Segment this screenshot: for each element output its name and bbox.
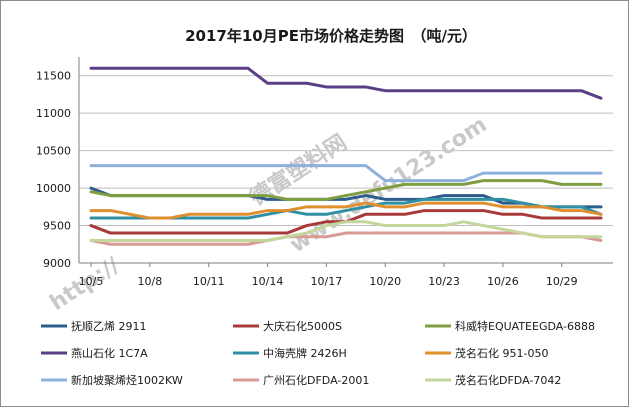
- x-tick-label-4: 10/17: [311, 275, 343, 288]
- series-line-3: [89, 179, 603, 201]
- legend-label-6: 茂名石化 951-050: [455, 346, 548, 360]
- x-tick-label-5: 10/20: [369, 275, 401, 288]
- legend-label-9: 茂名石化DFDA-7042: [455, 373, 561, 387]
- x-tick-label-0: 10/5: [79, 275, 104, 288]
- y-tick-label-1: 9500: [43, 220, 71, 233]
- x-tick-label-8: 10/29: [546, 275, 578, 288]
- legend-label-2: 大庆石化5000S: [263, 319, 342, 333]
- y-tick-label-3: 10500: [36, 145, 71, 158]
- y-tick-label-0: 9000: [43, 257, 71, 270]
- series-line-9: [89, 220, 603, 243]
- y-tick-label-4: 11000: [36, 107, 71, 120]
- legend-label-3: 科威特EQUATEEGDA-6888: [455, 319, 595, 333]
- legend: 抚顺乙烯 2911 大庆石化5000S 科威特EQUATEEGDA-6888 燕山石化…: [41, 319, 595, 387]
- y-tick-label-2: 10000: [36, 182, 71, 195]
- series-line-6: [89, 201, 603, 220]
- legend-label-7: 新加坡聚烯烃1002KW: [71, 373, 183, 387]
- x-tick-label-2: 10/11: [193, 275, 225, 288]
- legend-label-8: 广州石化DFDA-2001: [263, 373, 369, 387]
- y-tick-label-5: 11500: [36, 70, 71, 83]
- x-tick-label-1: 10/8: [137, 275, 162, 288]
- series-line-7: [89, 164, 603, 183]
- legend-label-1: 抚顺乙烯 2911: [71, 319, 147, 333]
- series-lines: [89, 66, 603, 246]
- chart-title: 2017年10月PE市场价格走势图 （吨/元）: [185, 27, 477, 45]
- x-tick-label-3: 10/14: [252, 275, 284, 288]
- x-tick-label-6: 10/23: [428, 275, 460, 288]
- legend-label-5: 中海壳牌 2426H: [263, 346, 347, 360]
- legend-label-4: 燕山石化 1C7A: [71, 346, 148, 360]
- series-line-4: [89, 66, 603, 100]
- axes: 9000 9500 10000 10500 11000 11500 10/5 10/8 10/1…: [36, 57, 613, 288]
- x-tick-label-7: 10/26: [487, 275, 519, 288]
